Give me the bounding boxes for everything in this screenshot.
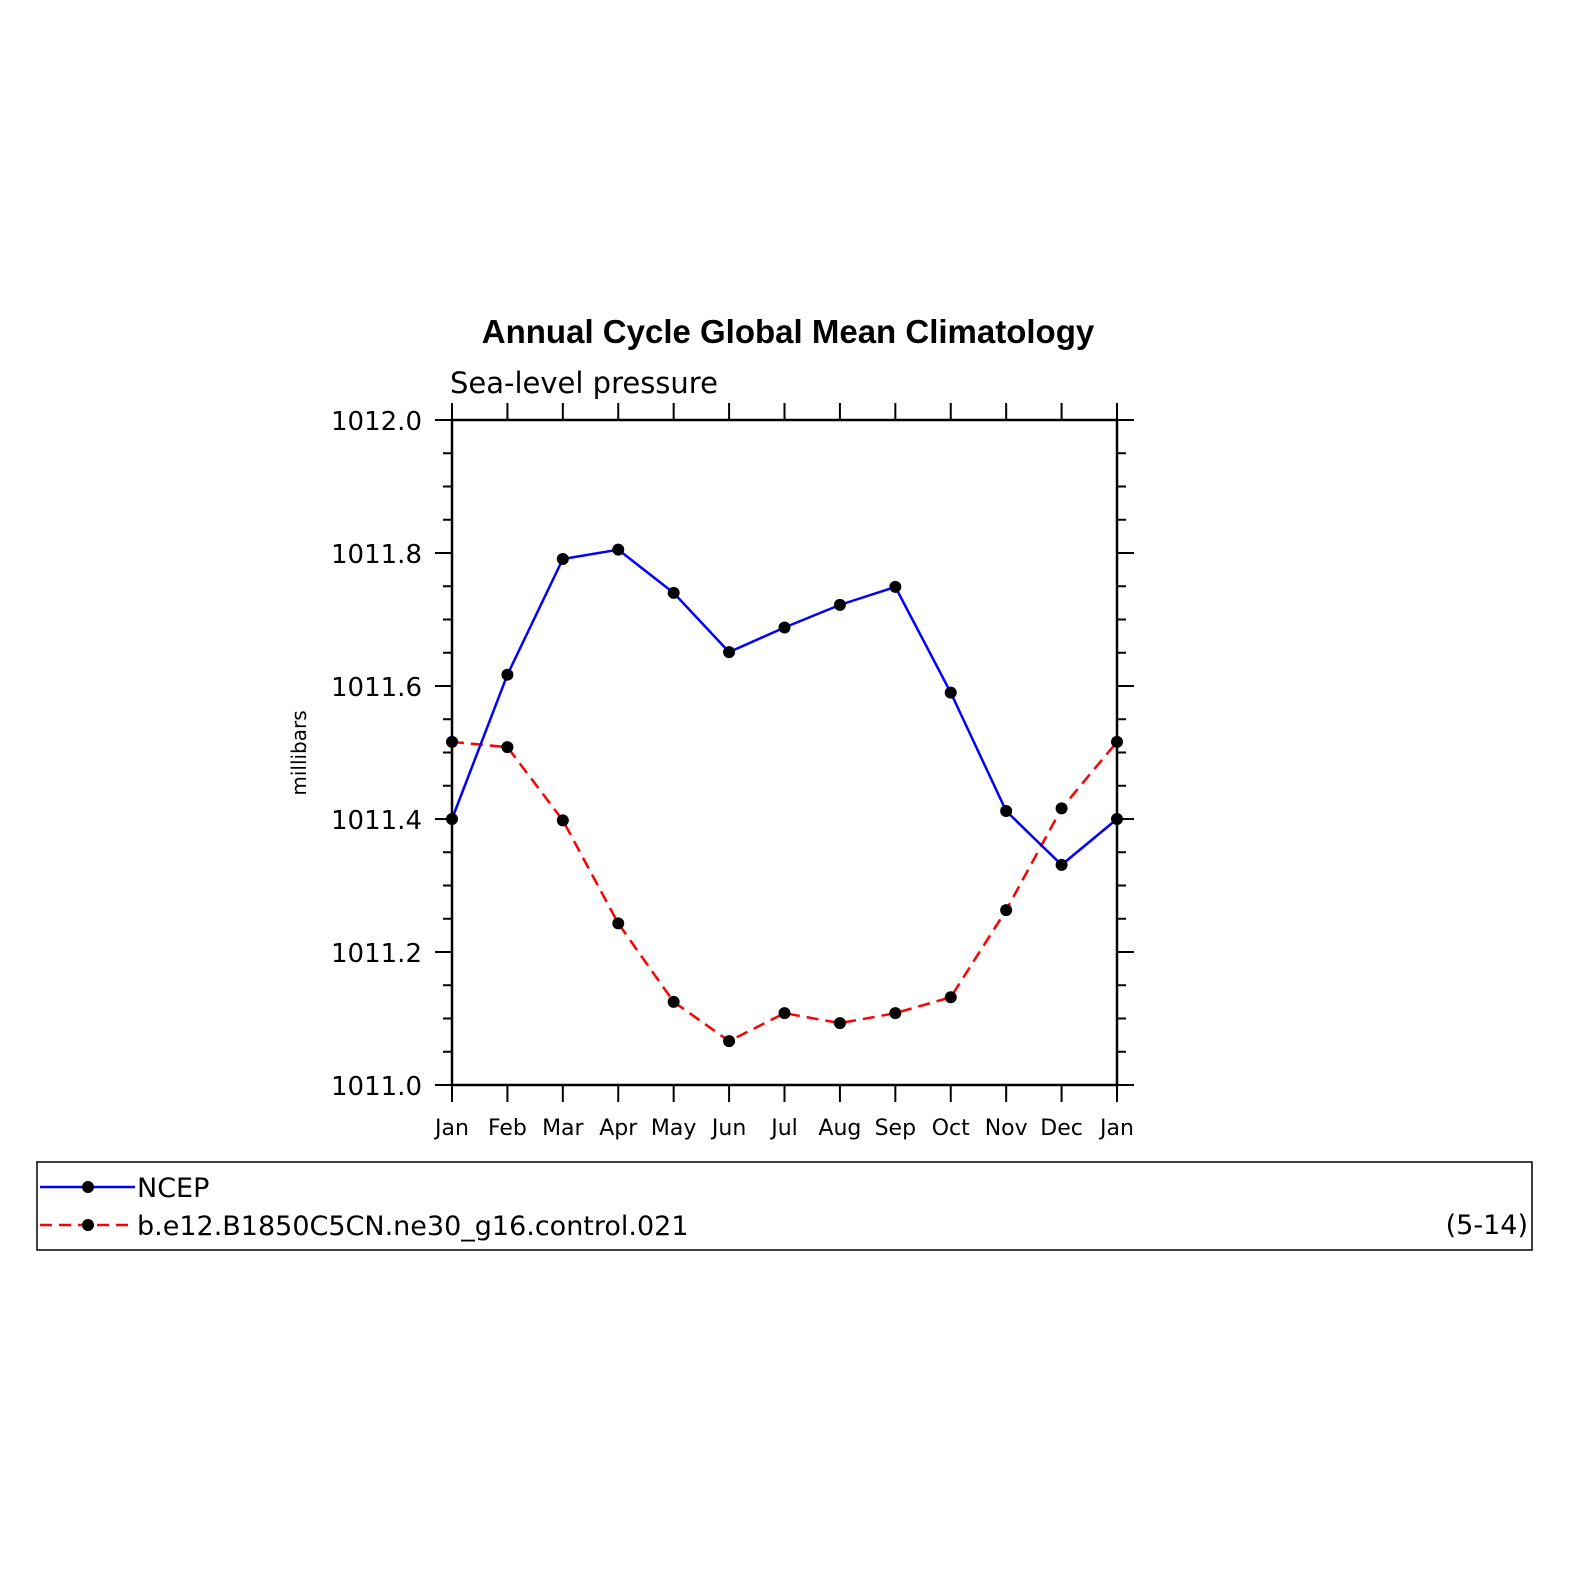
data-point [944, 686, 957, 699]
x-tick-label: Jan [433, 1116, 469, 1141]
data-point [1000, 805, 1013, 818]
data-point [1000, 904, 1013, 917]
x-tick-label: Jan [1098, 1116, 1134, 1141]
legend: (5-14) NCEP b.e12.B1850C5CN.ne30_g16.cont… [36, 1161, 1533, 1251]
legend-box [36, 1161, 1533, 1251]
data-point [446, 813, 458, 825]
legend-marker [82, 1219, 94, 1231]
legend-label: NCEP [137, 1173, 209, 1204]
x-tick-label: Feb [488, 1116, 527, 1141]
data-point [446, 735, 458, 748]
legend-label: b.e12.B1850C5CN.ne30_g16.control.021 [137, 1211, 689, 1242]
chart-subtitle: Sea-level pressure [450, 366, 718, 400]
y-tick-label: 1011.6 [331, 673, 422, 703]
data-point [833, 1017, 846, 1030]
data-point [778, 1007, 791, 1020]
data-point [501, 741, 514, 754]
data-point [833, 598, 846, 611]
x-tick-label: Oct [932, 1116, 970, 1141]
series-line [451, 740, 1118, 1043]
x-tick-label: Nov [985, 1116, 1028, 1141]
data-point [723, 1035, 736, 1048]
data-point [501, 668, 514, 681]
data-point [723, 646, 736, 659]
legend-note: (5-14) [1446, 1210, 1528, 1241]
y-tick-label: 1012.0 [331, 407, 422, 437]
x-tick-label: Sep [875, 1116, 916, 1141]
x-tick-label: May [651, 1116, 696, 1141]
x-tick-label: Dec [1040, 1116, 1083, 1141]
y-tick-label: 1011.0 [331, 1072, 422, 1102]
chart-title: Annual Cycle Global Mean Climatology [482, 313, 1095, 350]
x-tick-label: Apr [599, 1116, 638, 1141]
data-point [667, 995, 680, 1008]
data-point [944, 991, 957, 1004]
x-tick-label: Mar [542, 1116, 584, 1141]
series-layer [446, 543, 1123, 1048]
y-tick-label: 1011.2 [331, 939, 422, 969]
data-point [612, 543, 625, 556]
data-point [556, 814, 569, 827]
x-tick-label: Jun [710, 1116, 746, 1141]
data-point [889, 1007, 902, 1020]
y-tick-label: 1011.4 [331, 806, 422, 836]
data-point [1111, 813, 1123, 825]
data-point [612, 917, 625, 930]
axes: 1011.0 1011.2 1011.4 1011.6 1011.8 1012.0 Jan F… [331, 403, 1134, 1141]
y-tick-label: 1011.8 [331, 540, 422, 570]
legend-marker [82, 1181, 94, 1193]
data-point [1111, 735, 1123, 748]
plot-frame [450, 418, 1119, 1087]
x-tick-label: Jul [769, 1116, 798, 1141]
data-point [556, 552, 569, 565]
x-tick-label: Aug [818, 1116, 861, 1141]
y-axis-label: millibars [287, 710, 311, 795]
data-point [1055, 802, 1068, 815]
data-point [889, 580, 902, 593]
data-point [778, 621, 791, 634]
data-point [1055, 858, 1068, 871]
series-line [450, 548, 1118, 867]
data-point [667, 586, 680, 599]
